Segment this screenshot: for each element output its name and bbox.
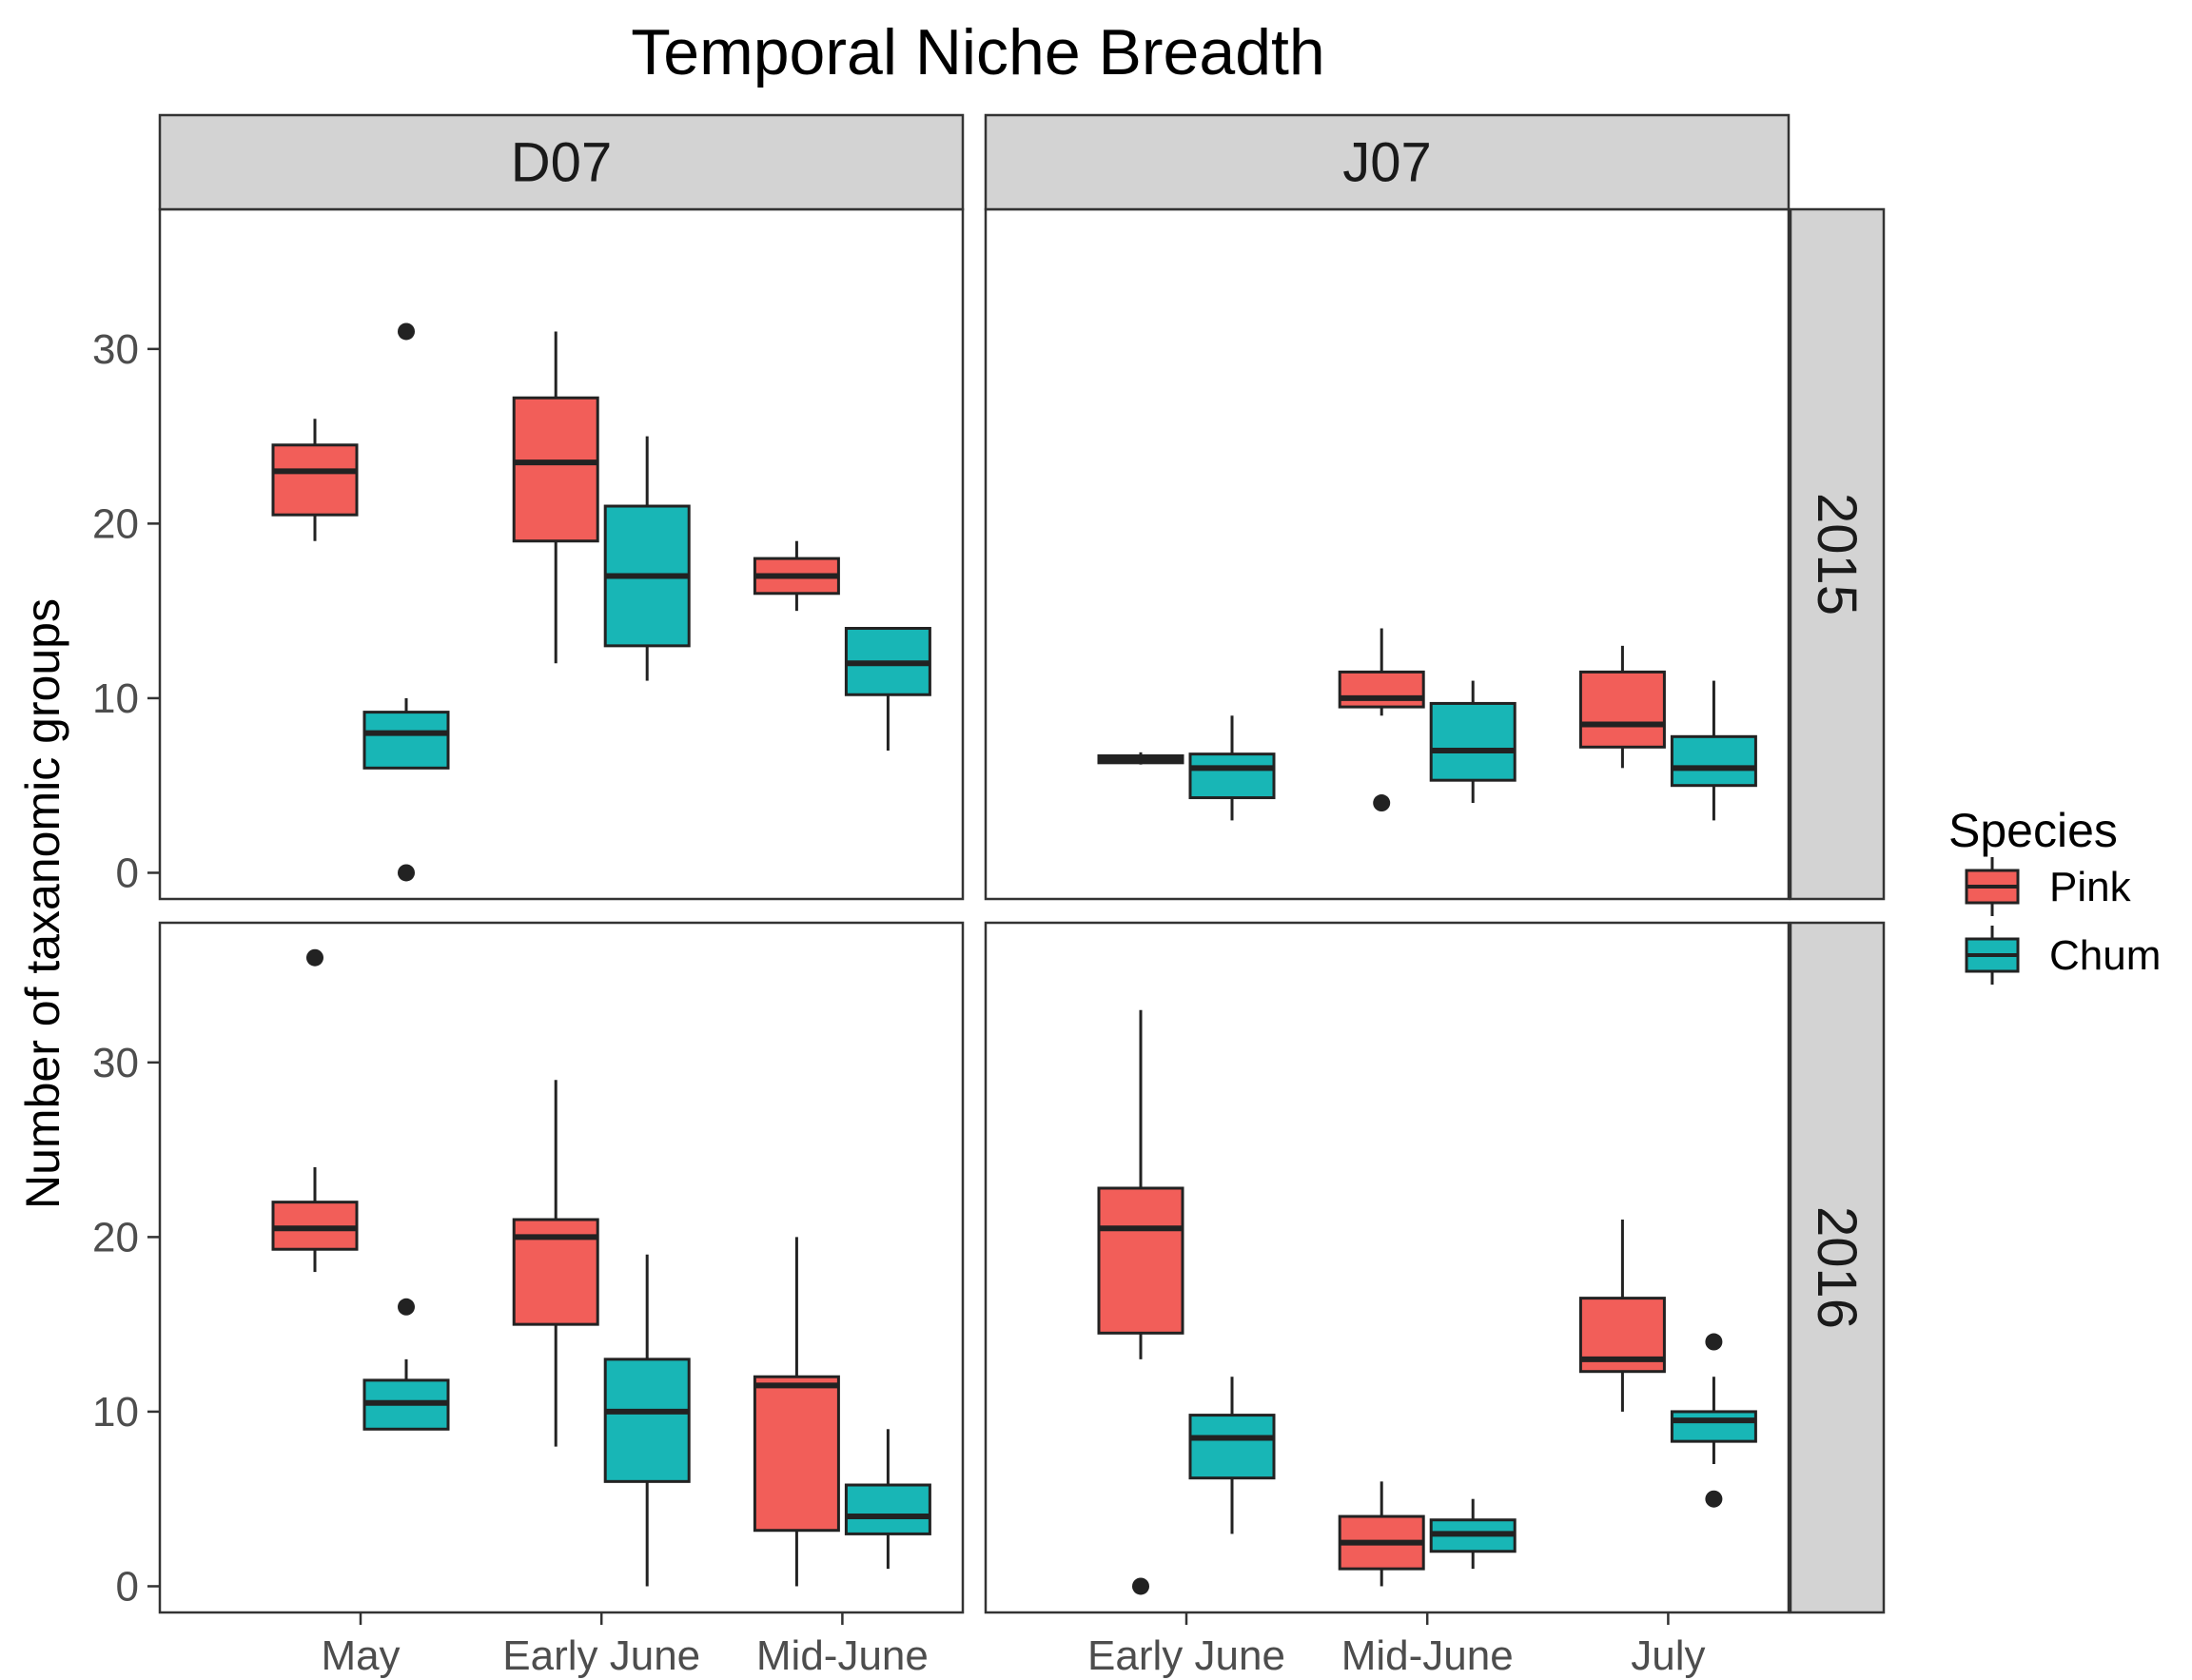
box-j07-2015-mid-june-pink (1338, 628, 1425, 812)
box-iqr (1188, 1414, 1276, 1480)
box-d07-2015-may-pink (271, 419, 359, 541)
y-tick-label: 30 (92, 1040, 139, 1086)
panel-background-d07-2015 (160, 209, 963, 899)
box-iqr (1429, 701, 1517, 782)
box-d07-2016-may-pink (271, 948, 359, 1273)
strip-label-d07: D07 (511, 132, 612, 194)
y-tick-label: 0 (116, 1563, 139, 1610)
panel-j07-2015 (1097, 628, 1757, 821)
x-tick-label: Early June (1087, 1632, 1285, 1679)
box-j07-2015-early-june-chum (1188, 715, 1276, 821)
strip-2015 (1789, 207, 1886, 901)
legend-item-chum: Chum (1965, 926, 2161, 985)
box-j07-2016-mid-june-pink (1338, 1481, 1425, 1587)
strip-j07 (984, 113, 1791, 211)
box-j07-2015-mid-june-chum (1429, 680, 1517, 804)
strip-label-2016: 2016 (1806, 1206, 1868, 1329)
outlier-point (398, 1298, 415, 1316)
y-tick-label: 20 (92, 1214, 139, 1260)
outlier-point (1373, 794, 1391, 812)
y-tick-label: 0 (116, 850, 139, 896)
x-tick-label: July (1631, 1632, 1705, 1679)
box-d07-2016-may-chum (362, 1298, 450, 1431)
legend: Species Pink Chum (1948, 804, 2161, 985)
box-d07-2015-early-june-chum (603, 436, 691, 681)
box-d07-2015-mid-june-chum (844, 627, 931, 751)
chart-title: Temporal Niche Breadth (631, 16, 1324, 88)
box-j07-2015-early-june-pink (1097, 752, 1184, 765)
box-d07-2016-early-june-pink (512, 1080, 599, 1447)
strip-2016 (1789, 921, 1886, 1614)
panel-background-j07-2015 (986, 209, 1789, 899)
box-d07-2016-mid-june-chum (844, 1429, 931, 1570)
box-iqr (1188, 752, 1276, 800)
box-iqr (512, 396, 599, 543)
box-iqr (753, 1375, 840, 1533)
box-j07-2016-early-june-chum (1188, 1377, 1276, 1534)
y-axis-title: Number of taxanomic groups (16, 598, 69, 1209)
x-tick-label: Early June (502, 1632, 700, 1679)
box-iqr (1578, 670, 1666, 749)
strip-d07 (158, 113, 965, 211)
strip-label-2015: 2015 (1806, 493, 1868, 615)
box-d07-2015-mid-june-pink (753, 540, 840, 612)
panel-border (158, 921, 965, 1614)
panel-d07-2015 (271, 322, 931, 882)
box-d07-2016-early-june-chum (603, 1254, 691, 1587)
outlier-point (1132, 1577, 1149, 1595)
panel-border (984, 921, 1791, 1614)
y-tick-label: 10 (92, 675, 139, 722)
x-tick-label: May (321, 1632, 400, 1679)
outlier-point (1705, 1490, 1723, 1508)
x-tick-label: Mid-June (1341, 1632, 1514, 1679)
box-iqr (1670, 734, 1757, 788)
y-tick-label: 10 (92, 1389, 139, 1436)
box-j07-2015-july-pink (1578, 645, 1666, 769)
x-tick-label: Mid-June (756, 1632, 929, 1679)
box-d07-2016-mid-june-pink (753, 1237, 840, 1587)
y-tick-label: 30 (92, 326, 139, 373)
y-tick-label: 20 (92, 500, 139, 547)
legend-label-chum: Chum (2049, 932, 2161, 979)
box-d07-2015-may-chum (362, 322, 450, 882)
box-iqr (271, 443, 359, 517)
box-iqr (1338, 670, 1425, 709)
box-d07-2015-early-june-pink (512, 331, 599, 664)
outlier-point (398, 322, 415, 341)
box-iqr (844, 1483, 931, 1535)
box-iqr (603, 1358, 691, 1483)
legend-item-pink: Pink (1965, 857, 2132, 916)
panel-j07-2016 (1097, 1009, 1757, 1595)
box-iqr (362, 711, 450, 770)
box-iqr (1670, 1410, 1757, 1443)
outlier-point (1705, 1333, 1723, 1351)
strip-label-j07: J07 (1342, 132, 1432, 194)
legend-label-pink: Pink (2049, 864, 2132, 910)
box-j07-2016-july-pink (1578, 1220, 1666, 1412)
outlier-point (398, 864, 415, 882)
plot-area: D07 J07 2015 2016 0 10 20 30 0 10 20 30 May Early Jun… (92, 113, 1886, 1679)
panel-d07-2016 (271, 948, 931, 1587)
box-j07-2016-early-june-pink (1097, 1009, 1184, 1595)
legend-title: Species (1948, 804, 2118, 857)
outlier-point (306, 948, 323, 967)
box-iqr (1097, 1186, 1184, 1335)
box-j07-2015-july-chum (1670, 680, 1757, 821)
box-j07-2016-mid-june-chum (1429, 1498, 1517, 1570)
box-j07-2016-july-chum (1670, 1333, 1757, 1508)
